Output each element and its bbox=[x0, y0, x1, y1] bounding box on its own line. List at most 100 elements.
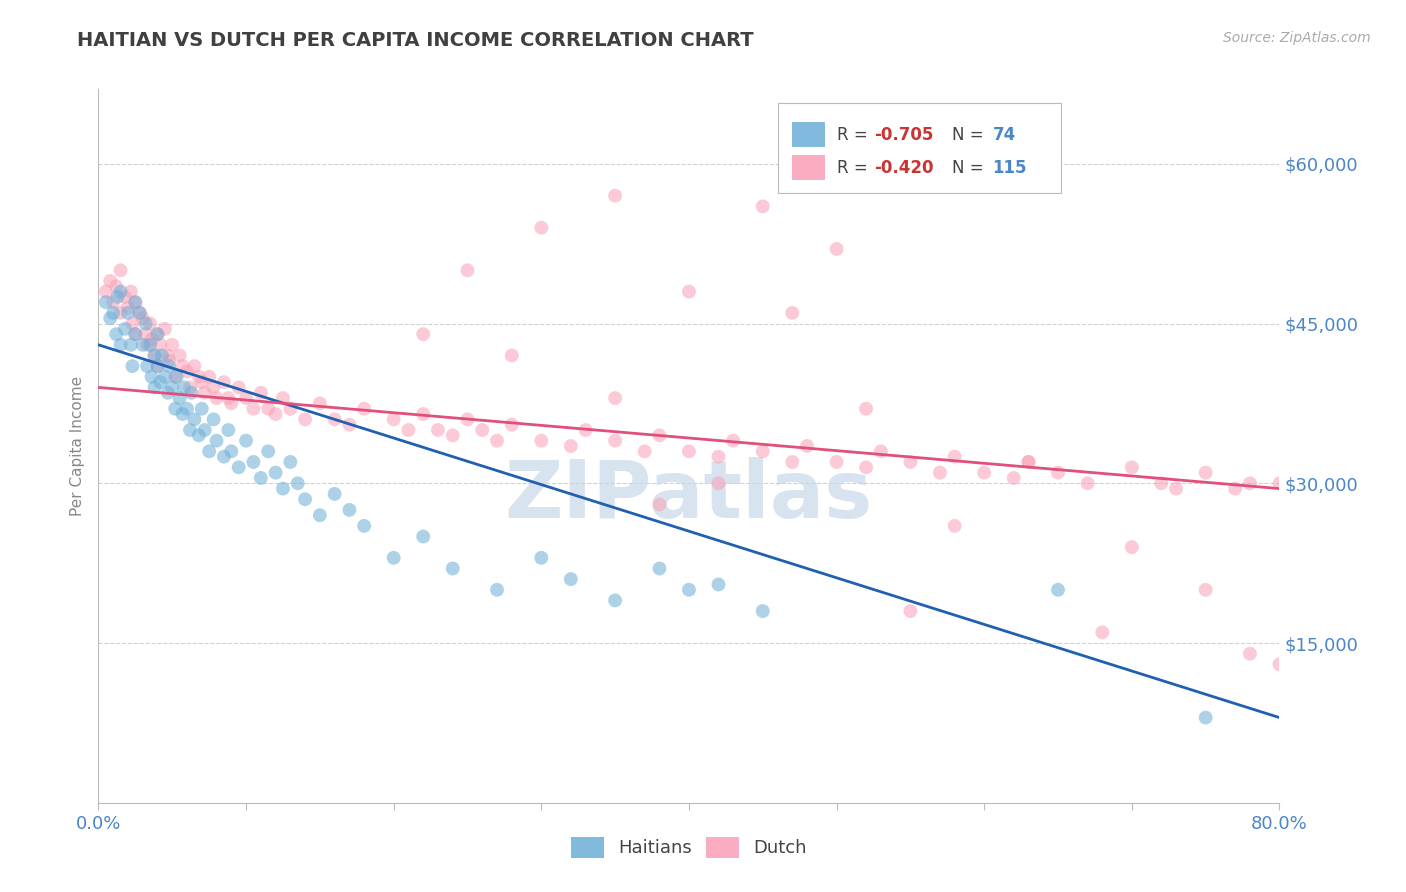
Point bbox=[221, 444, 243, 458]
Point bbox=[1121, 540, 1143, 554]
Point bbox=[339, 503, 361, 517]
Point bbox=[678, 285, 700, 299]
Point bbox=[146, 327, 169, 342]
Point bbox=[648, 498, 671, 512]
Y-axis label: Per Capita Income: Per Capita Income bbox=[69, 376, 84, 516]
Point bbox=[187, 428, 209, 442]
Point bbox=[752, 444, 775, 458]
Point bbox=[117, 301, 139, 315]
Point bbox=[605, 391, 627, 405]
Point bbox=[124, 327, 146, 342]
Point bbox=[1077, 476, 1099, 491]
Point bbox=[117, 306, 139, 320]
Point bbox=[121, 359, 143, 373]
Point bbox=[212, 450, 235, 464]
Point bbox=[648, 561, 671, 575]
Point bbox=[198, 444, 221, 458]
Point bbox=[169, 391, 191, 405]
Point bbox=[172, 359, 194, 373]
Point bbox=[605, 434, 627, 448]
Point bbox=[172, 407, 194, 421]
Point bbox=[169, 349, 191, 363]
Point bbox=[165, 369, 187, 384]
Point bbox=[228, 460, 250, 475]
Point bbox=[382, 550, 405, 565]
Point bbox=[412, 529, 434, 543]
Point bbox=[149, 338, 172, 352]
Text: R =: R = bbox=[837, 126, 873, 144]
Text: 74: 74 bbox=[993, 126, 1015, 144]
Point bbox=[149, 375, 172, 389]
Point bbox=[194, 385, 217, 400]
Point bbox=[943, 519, 966, 533]
Point bbox=[110, 338, 132, 352]
Point bbox=[110, 285, 132, 299]
Point bbox=[105, 279, 128, 293]
Point bbox=[280, 455, 302, 469]
Text: N =: N = bbox=[952, 159, 990, 177]
Point bbox=[264, 466, 287, 480]
Point bbox=[217, 391, 239, 405]
Point bbox=[250, 471, 273, 485]
Point bbox=[1195, 710, 1218, 724]
Point bbox=[530, 220, 553, 235]
Point bbox=[1195, 582, 1218, 597]
Point bbox=[294, 412, 316, 426]
Point bbox=[486, 434, 509, 448]
Point bbox=[135, 317, 157, 331]
Point bbox=[678, 582, 700, 597]
Point bbox=[457, 263, 479, 277]
Point bbox=[280, 401, 302, 416]
Point bbox=[120, 338, 142, 352]
Point bbox=[457, 412, 479, 426]
Point bbox=[143, 349, 166, 363]
Point bbox=[143, 349, 166, 363]
Point bbox=[179, 423, 201, 437]
Point bbox=[165, 401, 187, 416]
Point bbox=[441, 561, 464, 575]
Point bbox=[103, 295, 125, 310]
Point bbox=[257, 444, 280, 458]
Point bbox=[382, 412, 405, 426]
FancyBboxPatch shape bbox=[792, 155, 825, 180]
Point bbox=[264, 407, 287, 421]
Point bbox=[179, 380, 201, 394]
Point bbox=[353, 401, 375, 416]
Point bbox=[132, 311, 155, 326]
Point bbox=[191, 401, 214, 416]
Point bbox=[723, 434, 745, 448]
Point bbox=[194, 423, 217, 437]
Point bbox=[221, 396, 243, 410]
Point bbox=[1002, 471, 1025, 485]
Point bbox=[1268, 657, 1291, 672]
Point bbox=[471, 423, 494, 437]
Point bbox=[98, 311, 121, 326]
Text: ZIPatlas: ZIPatlas bbox=[505, 457, 873, 535]
Point bbox=[94, 295, 117, 310]
Point bbox=[107, 290, 129, 304]
Text: Source: ZipAtlas.com: Source: ZipAtlas.com bbox=[1223, 31, 1371, 45]
Point bbox=[943, 450, 966, 464]
Point bbox=[228, 380, 250, 394]
Point bbox=[176, 364, 198, 378]
Point bbox=[678, 444, 700, 458]
Point bbox=[575, 423, 598, 437]
Point bbox=[242, 401, 264, 416]
Point bbox=[153, 322, 176, 336]
Point bbox=[183, 359, 205, 373]
Point bbox=[412, 327, 434, 342]
Point bbox=[648, 428, 671, 442]
Point bbox=[205, 434, 228, 448]
Point bbox=[560, 572, 582, 586]
Point bbox=[1046, 466, 1070, 480]
Point bbox=[257, 401, 280, 416]
Point bbox=[105, 327, 128, 342]
Point bbox=[187, 369, 209, 384]
Point bbox=[605, 593, 627, 607]
Point bbox=[752, 604, 775, 618]
Point bbox=[309, 508, 332, 523]
Point bbox=[157, 359, 180, 373]
Point bbox=[1166, 482, 1188, 496]
FancyBboxPatch shape bbox=[792, 122, 825, 147]
Text: HAITIAN VS DUTCH PER CAPITA INCOME CORRELATION CHART: HAITIAN VS DUTCH PER CAPITA INCOME CORRE… bbox=[77, 31, 754, 50]
